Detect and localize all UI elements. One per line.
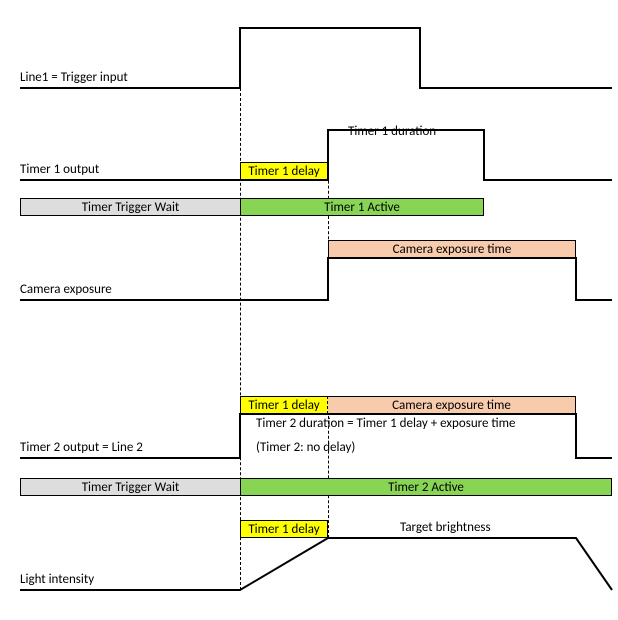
signal-light-intensity — [0, 0, 618, 620]
timing-diagram: Line1 = Trigger input Timer 1 duration T… — [0, 0, 618, 620]
